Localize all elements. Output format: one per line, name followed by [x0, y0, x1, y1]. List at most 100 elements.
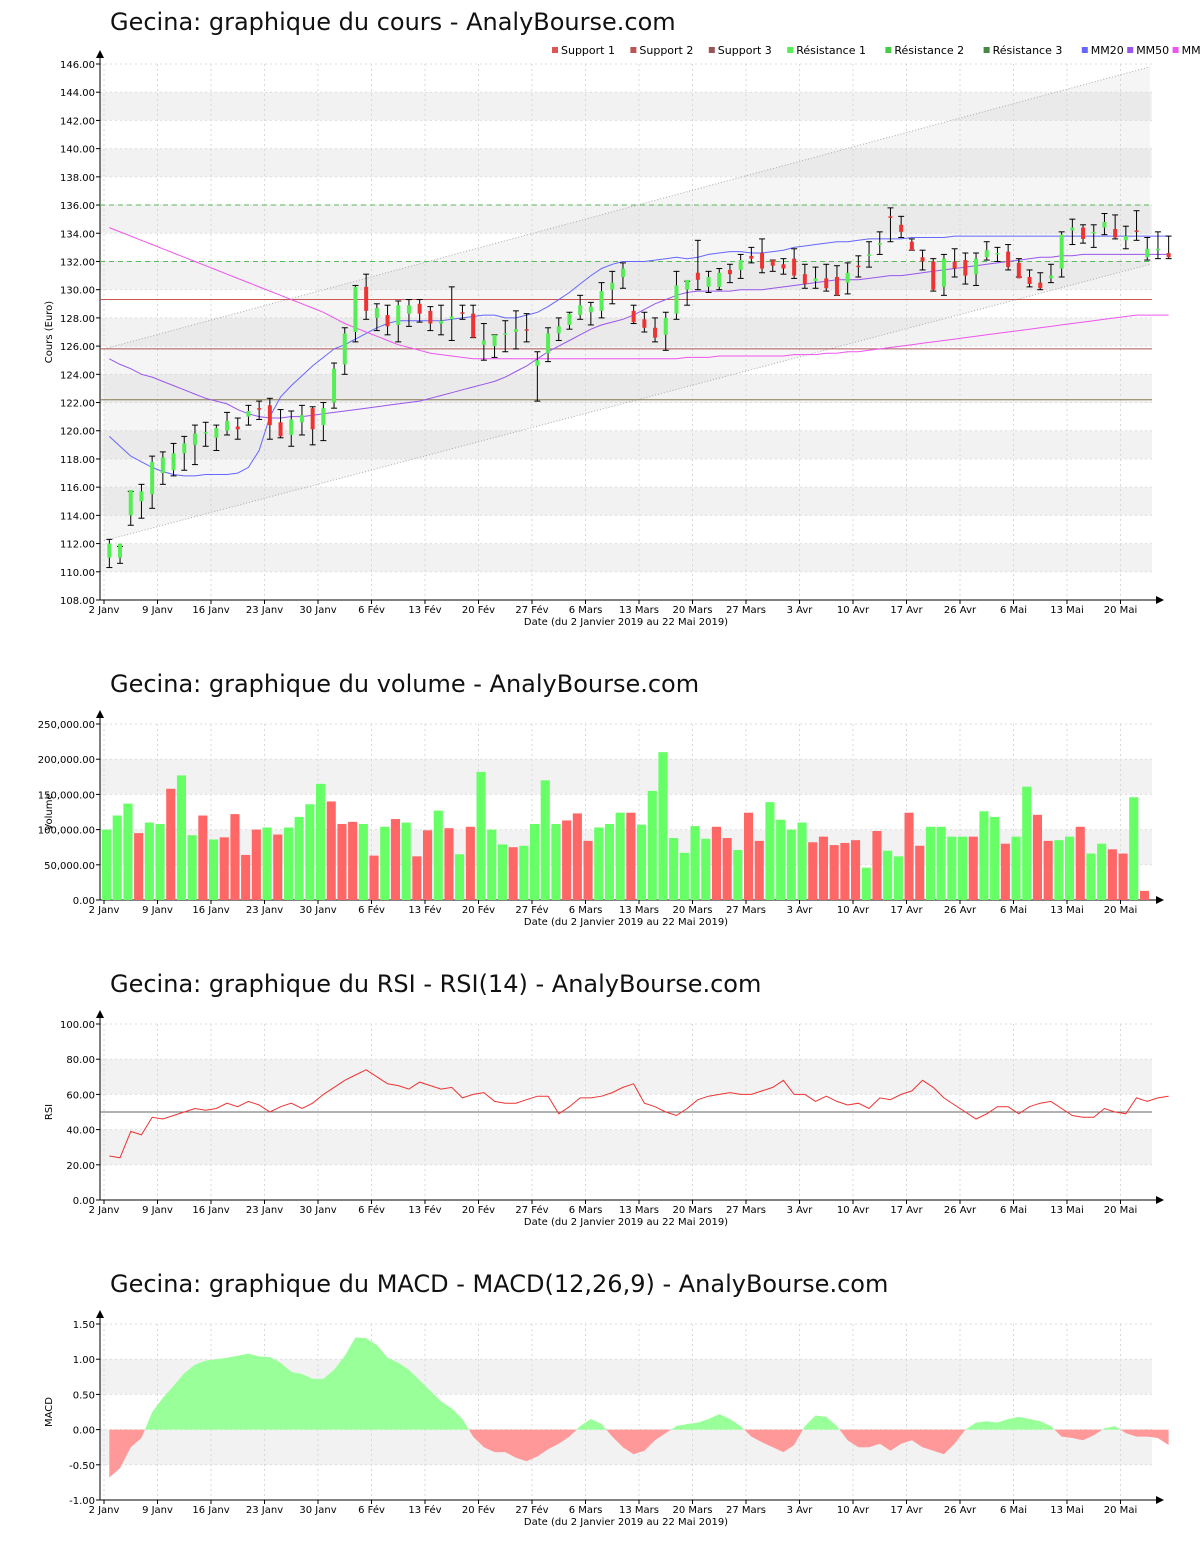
grid-band [100, 430, 1152, 459]
candle-body [706, 276, 711, 287]
volume-bar [369, 855, 379, 900]
volume-bar [1139, 890, 1149, 900]
x-tick-label: 16 Janv [192, 605, 229, 616]
y-tick-label: 1.00 [73, 1355, 95, 1366]
volume-bar [487, 829, 497, 900]
x-tick-label: 6 Fév [358, 1204, 385, 1216]
x-tick-label: 6 Mars [569, 605, 603, 616]
candle-body [920, 257, 925, 262]
x-tick-label: 9 Janv [142, 905, 173, 916]
y-axis-label: MACD [44, 1397, 55, 1427]
volume-bar [358, 823, 368, 900]
y-axis-arrow [96, 1010, 104, 1018]
volume-bar [647, 790, 657, 900]
legend-swatch [1081, 47, 1088, 53]
volume-bar [615, 812, 625, 900]
candle-body [995, 253, 1000, 255]
y-tick-label: 128.00 [60, 314, 95, 325]
volume-bar [776, 819, 786, 900]
candle-body [1155, 248, 1160, 251]
candle-body [1081, 227, 1086, 239]
candle-body [1059, 234, 1064, 269]
grid-band [100, 487, 1152, 516]
candle-body [150, 461, 155, 495]
volume-bar [176, 775, 186, 900]
volume-bar [915, 845, 925, 900]
volume-bar [412, 856, 422, 900]
y-tick-label: 134.00 [60, 229, 95, 240]
candle-body [941, 258, 946, 287]
x-tick-label: 6 Mars [569, 905, 603, 916]
x-tick-label: 30 Janv [299, 1505, 336, 1516]
y-tick-label: 132.00 [60, 257, 95, 268]
volume-bar [1022, 786, 1032, 900]
y-tick-label: 1.50 [73, 1320, 95, 1331]
candle-body [1123, 236, 1128, 241]
price-chart-title: Gecina: graphique du cours - AnalyBourse… [110, 8, 676, 36]
x-tick-label: 13 Mai [1050, 605, 1083, 616]
x-tick-label: 13 Fév [408, 1204, 441, 1216]
x-tick-label: 13 Fév [408, 1504, 441, 1516]
y-tick-label: 120.00 [60, 427, 95, 438]
channel-lower-line [103, 263, 1151, 542]
candle-body [1038, 282, 1043, 289]
volume-bar [1075, 826, 1085, 900]
x-tick-label: 10 Avr [837, 1205, 870, 1216]
macd-negative-area [1120, 1429, 1169, 1446]
volume-bar [540, 780, 550, 900]
legend-item: Support 1 [561, 44, 615, 57]
x-tick-label: 20 Fév [462, 604, 495, 616]
x-tick-label: 23 Janv [246, 1505, 283, 1516]
candle-body [460, 312, 465, 314]
candle-body [503, 333, 508, 335]
y-tick-label: 110.00 [60, 568, 95, 579]
x-tick-label: 3 Avr [787, 1505, 814, 1516]
y-tick-label: -0.50 [69, 1461, 95, 1472]
candle-body [642, 319, 647, 328]
candle-body [802, 274, 807, 285]
y-tick-label: 108.00 [60, 596, 95, 607]
x-tick-label: 16 Janv [192, 1205, 229, 1216]
candle-body [299, 415, 304, 423]
volume-bar [433, 810, 443, 900]
volume-bar [594, 827, 604, 900]
x-tick-label: 6 Mai [1000, 1505, 1027, 1516]
macd-negative-area [744, 1429, 803, 1453]
candle-body [578, 305, 583, 316]
candle-body [567, 313, 572, 325]
candle-body [749, 255, 754, 259]
candle-body [203, 432, 208, 434]
candle-body [556, 326, 561, 334]
y-tick-label: 142.00 [60, 116, 95, 127]
grid-band [100, 317, 1152, 347]
grid-band [100, 543, 1152, 572]
x-tick-label: 2 Janv [89, 1205, 120, 1216]
y-tick-label: 114.00 [60, 511, 95, 522]
volume-bar [883, 850, 893, 900]
x-tick-label: 27 Mars [726, 1205, 766, 1216]
volume-bar [455, 854, 465, 900]
candle-body [1113, 229, 1118, 238]
candle-body [834, 276, 839, 296]
x-tick-label: 20 Mars [673, 1505, 713, 1516]
y-tick-label: 118.00 [60, 455, 95, 466]
candle-body [899, 224, 904, 232]
x-tick-label: 23 Janv [246, 905, 283, 916]
candle-body [1134, 230, 1139, 232]
candle-body [620, 268, 625, 277]
candle-body [856, 265, 861, 268]
y-axis-label: RSI [44, 1104, 55, 1120]
volume-bar [1032, 814, 1042, 900]
x-tick-label: 27 Mars [726, 1505, 766, 1516]
x-tick-label: 20 Fév [462, 904, 495, 916]
x-tick-label: 2 Janv [89, 605, 120, 616]
volume-bar [508, 847, 518, 900]
x-tick-label: 6 Mars [569, 1205, 603, 1216]
candle-body [685, 279, 690, 290]
x-tick-label: 17 Avr [890, 605, 923, 616]
volume-bar [316, 783, 326, 900]
candle-body [888, 216, 893, 218]
x-tick-label: 13 Mai [1050, 905, 1083, 916]
volume-bar [711, 826, 721, 900]
x-tick-label: 27 Fév [515, 904, 548, 916]
